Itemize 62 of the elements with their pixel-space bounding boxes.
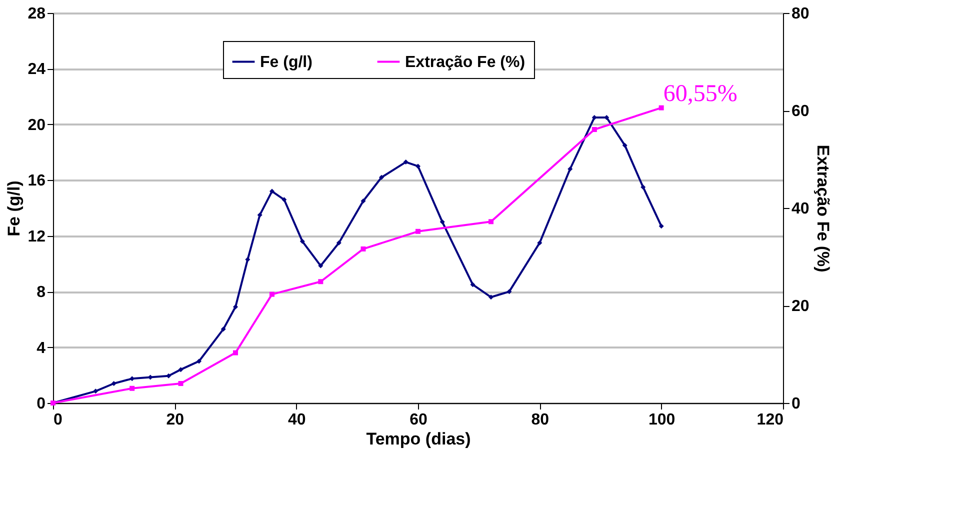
point (300, 238, 305, 244)
point (270, 292, 274, 297)
point (592, 127, 597, 132)
y2-axis-title: Extração Fe (%) (813, 144, 832, 272)
point (233, 304, 238, 310)
x-tick-label: 0 (54, 412, 62, 428)
y-tick-label: 28 (28, 6, 46, 22)
annotation: 60,55% (663, 80, 738, 107)
point (360, 246, 366, 252)
y2-tick-label: 40 (792, 200, 810, 218)
y-axis-title: Fe (g/l) (4, 180, 24, 236)
point (506, 289, 512, 294)
y2-tick-label: 60 (792, 103, 810, 120)
legend-label: Extração Fe (%) (405, 54, 526, 71)
x-tick-label: 60 (410, 412, 428, 428)
x-tick-label: 100 (648, 412, 676, 428)
point (196, 358, 202, 364)
point (470, 282, 476, 288)
point (379, 174, 384, 180)
point (440, 219, 445, 224)
point (220, 326, 226, 332)
point (318, 279, 324, 284)
point (130, 386, 135, 391)
point (488, 219, 494, 224)
point (658, 105, 664, 110)
x-tick-label: 40 (288, 412, 306, 428)
point (111, 381, 116, 386)
y-tick-label: 24 (28, 61, 46, 78)
point (640, 184, 646, 190)
point (360, 198, 366, 204)
legend-label: Fe (g/l) (260, 54, 312, 71)
point (488, 294, 494, 300)
x-tick-label: 80 (531, 412, 550, 428)
x-axis-title: Tempo (dias) (366, 430, 471, 448)
y2-tick-label: 80 (792, 6, 810, 22)
point (178, 381, 184, 386)
point (568, 166, 573, 172)
point (257, 212, 262, 218)
y-tick-label: 0 (36, 396, 46, 412)
y-tick-label: 20 (28, 116, 46, 134)
point (233, 350, 238, 356)
y-tick-label: 12 (28, 228, 46, 246)
y-tick-label: 16 (28, 172, 46, 190)
point (282, 197, 287, 202)
point (416, 164, 420, 169)
point (93, 388, 98, 394)
y2-tick-label: 0 (792, 396, 800, 412)
y-tick-label: 4 (36, 340, 46, 357)
point (336, 240, 342, 246)
point (245, 257, 250, 262)
point (537, 240, 542, 246)
y-tick-label: 8 (36, 284, 46, 302)
x-tick-label: 120 (756, 412, 784, 428)
point (270, 188, 274, 194)
point (403, 160, 408, 165)
point (318, 263, 324, 268)
point (178, 367, 184, 372)
point (622, 142, 628, 148)
y2-tick-label: 20 (792, 298, 810, 315)
point (416, 228, 420, 234)
x-tick-label: 20 (166, 412, 184, 428)
point (658, 224, 664, 229)
